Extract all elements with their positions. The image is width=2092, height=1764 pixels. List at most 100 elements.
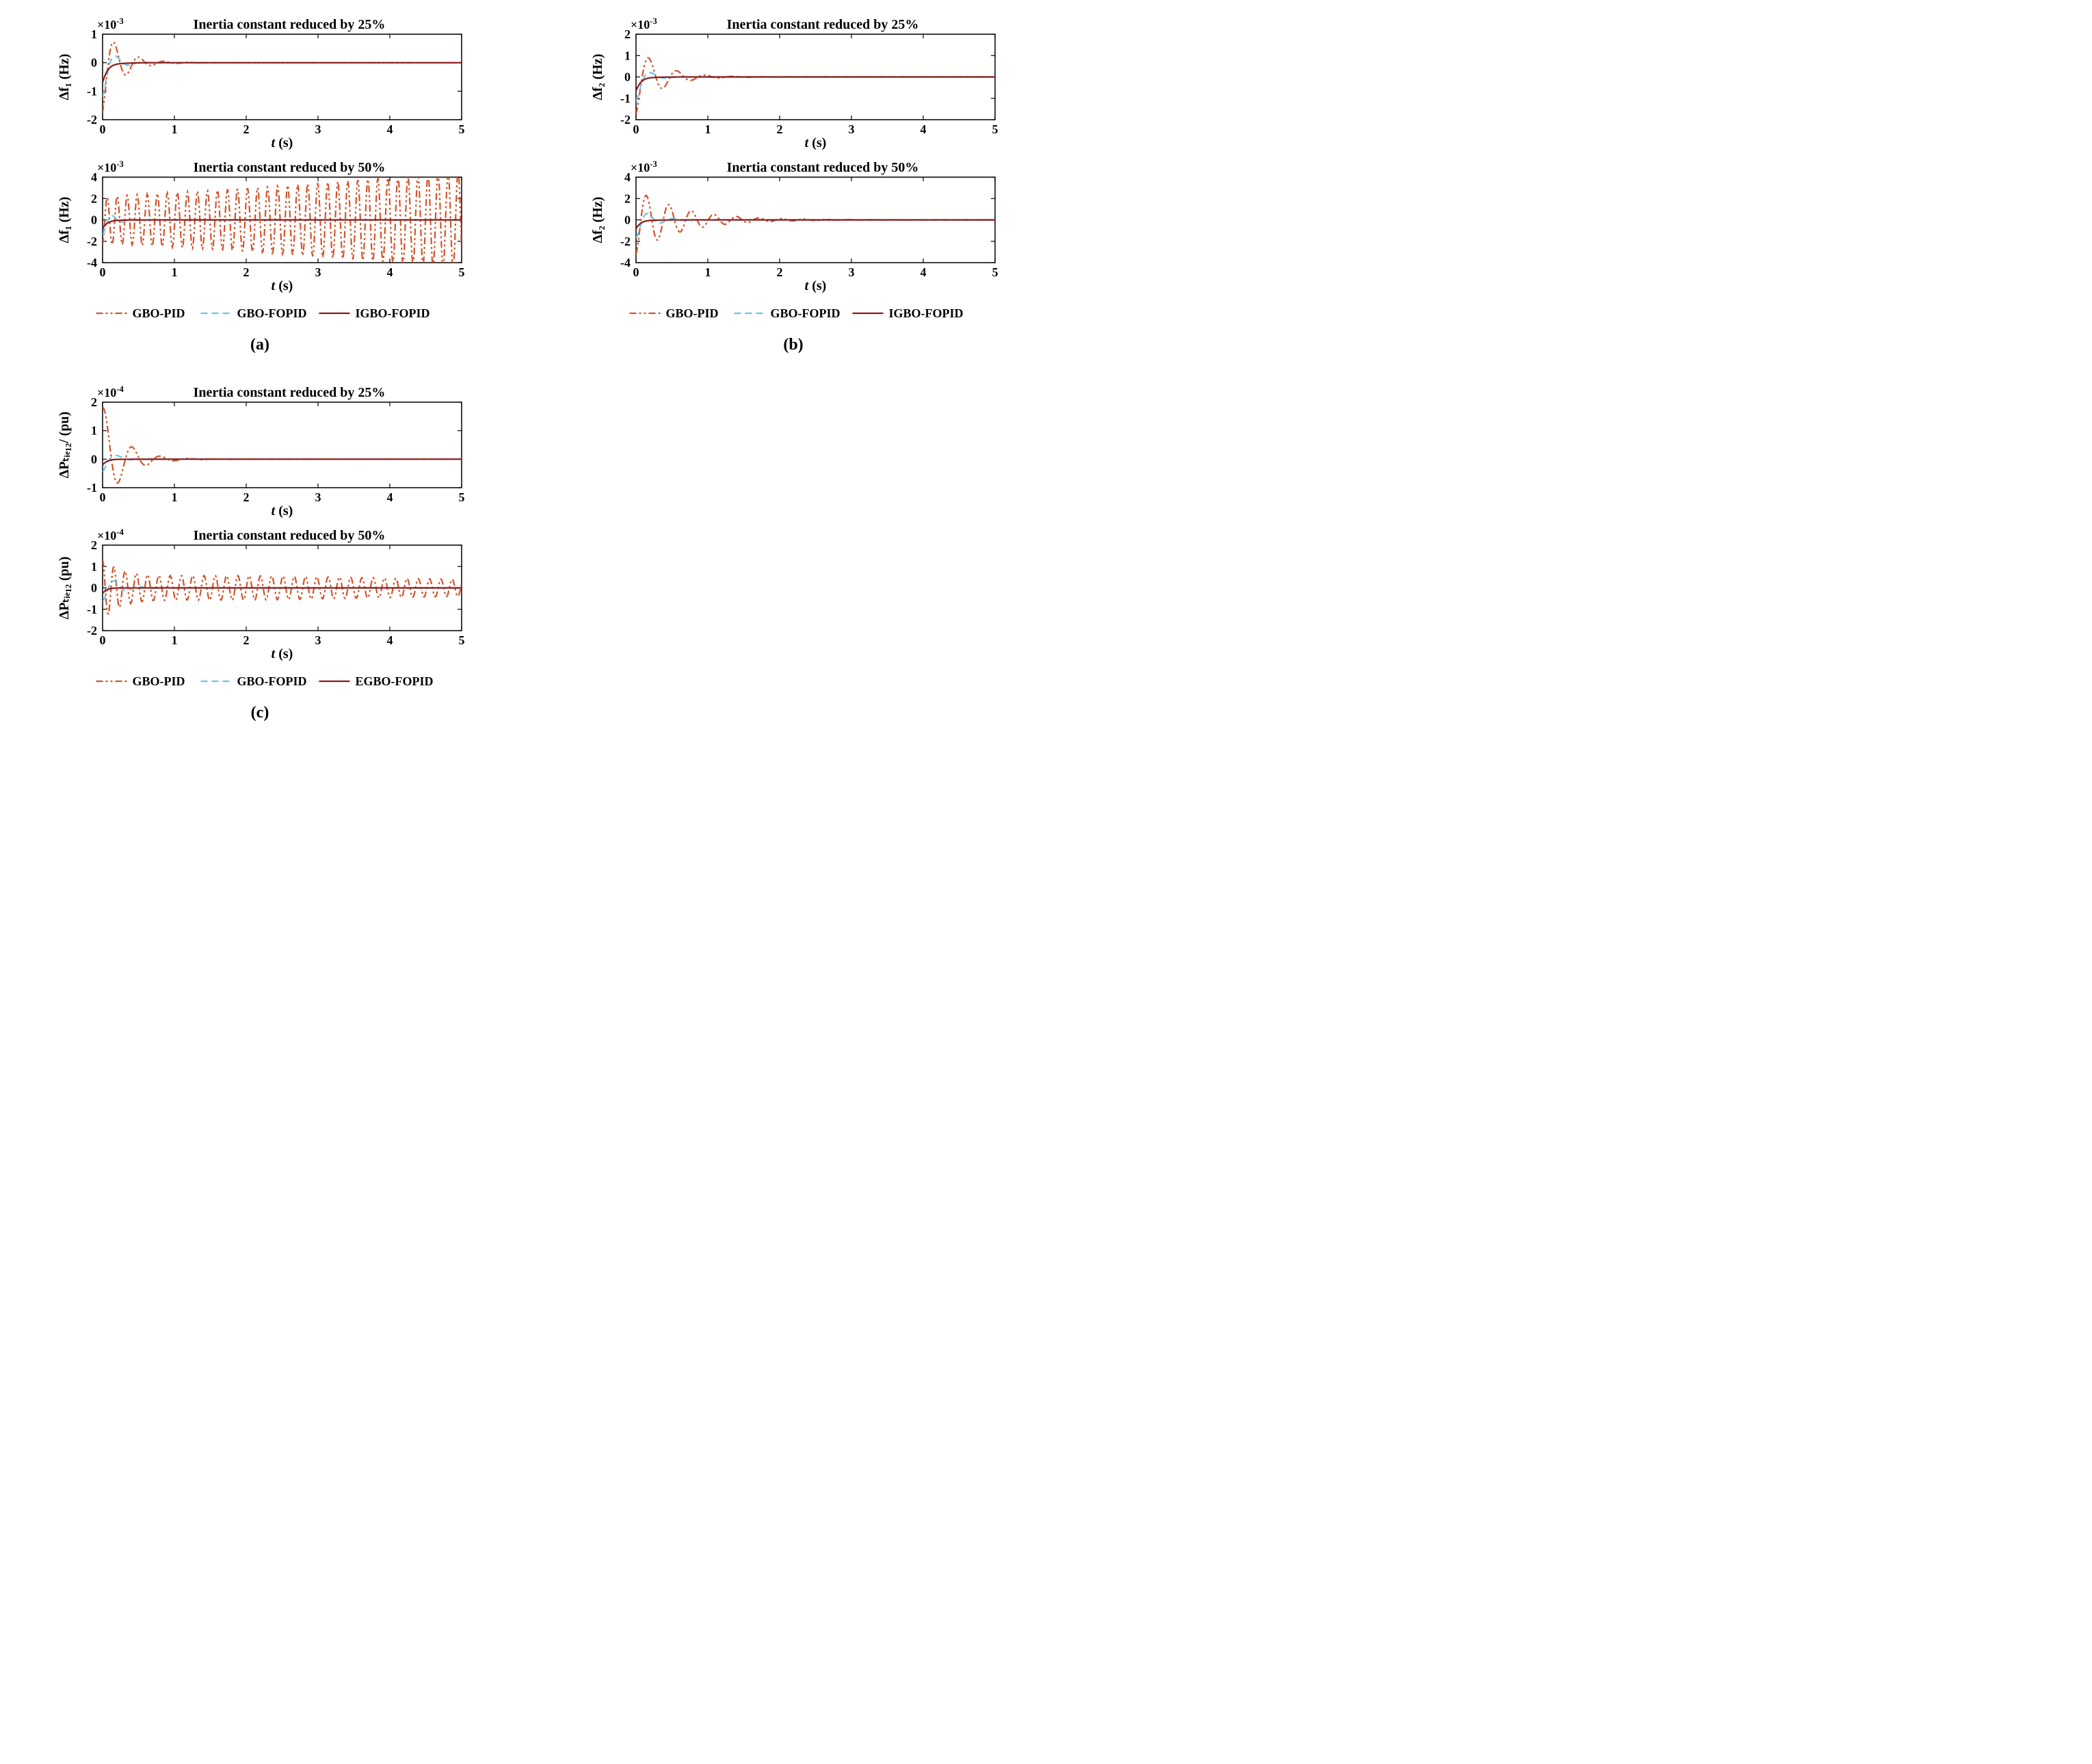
ytick-label: -2 <box>620 235 631 248</box>
xtick-label: 3 <box>849 122 855 136</box>
xlabel: t (s) <box>805 278 827 293</box>
xtick-label: 4 <box>387 122 393 136</box>
subplot-b-0: Inertia constant reduced by 25%×10-3-2-1… <box>581 14 1005 150</box>
legend-a: GBO-PIDGBO-FOPIDIGBO-FOPID <box>48 300 472 327</box>
series-gbo_fopid <box>103 581 462 601</box>
series-gbo_pid <box>103 560 462 614</box>
ytick-label: 2 <box>624 192 631 205</box>
ytick-label: 0 <box>91 213 97 227</box>
y-exponent-label: ×10-3 <box>631 16 657 31</box>
xtick-label: 1 <box>172 122 178 136</box>
xtick-label: 2 <box>243 122 250 136</box>
ytick-label: -2 <box>87 113 97 127</box>
xtick-label: 3 <box>315 490 321 504</box>
ytick-label: -4 <box>87 256 97 269</box>
subplot-a-1: Inertia constant reduced by 50%×10-3-4-2… <box>48 157 472 293</box>
legend-wrap-a: GBO-PIDGBO-FOPIDIGBO-FOPID <box>48 300 472 330</box>
series-igbo_fopid <box>636 77 995 91</box>
caption-b: (b) <box>783 336 803 354</box>
xtick-label: 2 <box>243 265 250 279</box>
ylabel: Δf₂ (Hz) <box>590 54 605 101</box>
series-igbo_fopid <box>103 63 462 83</box>
xtick-label: 1 <box>172 265 178 279</box>
ytick-label: 1 <box>91 27 97 41</box>
xlabel: t (s) <box>272 503 293 518</box>
series-gbo_pid <box>103 42 462 113</box>
ytick-label: -1 <box>87 603 97 616</box>
ylabel: Δf₁ (Hz) <box>57 54 72 101</box>
ytick-label: 4 <box>624 170 631 184</box>
xtick-label: 5 <box>459 122 465 136</box>
xtick-label: 0 <box>100 122 106 136</box>
legend-label-gbo_fopid: GBO-FOPID <box>237 674 307 688</box>
ytick-label: 0 <box>91 581 97 595</box>
ytick-label: -4 <box>620 256 631 269</box>
xtick-label: 4 <box>921 122 927 136</box>
xtick-label: 4 <box>387 490 393 504</box>
xtick-label: 1 <box>172 633 178 647</box>
subplot-title: Inertia constant reduced by 50% <box>727 160 919 175</box>
ytick-label: 2 <box>91 538 97 552</box>
xtick-label: 0 <box>633 122 639 136</box>
plot-box <box>103 34 462 120</box>
legend-b: GBO-PIDGBO-FOPIDIGBO-FOPID <box>581 300 1005 327</box>
y-exponent-label: ×10-4 <box>97 527 124 542</box>
ytick-label: 1 <box>91 560 97 573</box>
ylabel: ΔPₜᵢₑ₁₂ (pu) <box>57 557 72 620</box>
ytick-label: 2 <box>91 395 97 409</box>
panel-b: Inertia constant reduced by 25%×10-3-2-1… <box>547 14 1040 354</box>
ytick-label: 0 <box>91 56 97 70</box>
ytick-label: 0 <box>624 70 631 84</box>
legend-label-igbo_fopid: IGBO-FOPID <box>356 306 430 320</box>
legend-c: GBO-PIDGBO-FOPIDEGBO-FOPID <box>48 668 472 695</box>
series-igbo_fopid <box>103 459 462 464</box>
legend-wrap-c: GBO-PIDGBO-FOPIDEGBO-FOPID <box>48 668 472 698</box>
xtick-label: 2 <box>243 490 250 504</box>
caption-c: (c) <box>251 704 269 722</box>
subplot-wrap-b-0: Inertia constant reduced by 25%×10-3-2-1… <box>581 14 1005 154</box>
xtick-label: 5 <box>459 265 465 279</box>
plot-box <box>103 402 462 488</box>
subplot-a-0: Inertia constant reduced by 25%×10-3-2-1… <box>48 14 472 150</box>
y-exponent-label: ×10-3 <box>631 159 657 174</box>
xtick-label: 3 <box>849 265 855 279</box>
ytick-label: 4 <box>91 170 97 184</box>
ytick-label: -1 <box>87 84 97 98</box>
xtick-label: 1 <box>705 122 711 136</box>
xtick-label: 4 <box>921 265 927 279</box>
xtick-label: 2 <box>777 265 783 279</box>
xlabel: t (s) <box>272 278 293 293</box>
xtick-label: 2 <box>243 633 250 647</box>
ytick-label: -2 <box>87 235 97 248</box>
ylabel: Δf₂ (Hz) <box>590 197 605 243</box>
ytick-label: 2 <box>624 27 631 41</box>
series-gbo_fopid <box>636 213 995 238</box>
subplot-title: Inertia constant reduced by 25% <box>194 385 386 400</box>
xtick-label: 0 <box>633 265 639 279</box>
y-exponent-label: ×10-4 <box>97 384 124 399</box>
xtick-label: 2 <box>777 122 783 136</box>
subplot-b-1: Inertia constant reduced by 50% ×10-3 -4 -2… <box>581 157 1005 293</box>
xlabel: t (s) <box>805 135 827 150</box>
ytick-label: 1 <box>624 49 631 62</box>
xtick-label: 3 <box>315 265 321 279</box>
xtick-label: 3 <box>315 122 321 136</box>
xtick-label: 1 <box>705 265 711 279</box>
subplot-wrap-c-0: Inertia constant reduced by 25%×10-4-101… <box>48 382 472 522</box>
ytick-label: 0 <box>624 213 631 227</box>
legend-label-gbo_pid: GBO-PID <box>666 306 719 320</box>
subplot-c-0: Inertia constant reduced by 25%×10-4-101… <box>48 382 472 518</box>
xtick-label: 4 <box>387 265 393 279</box>
ylabel: ΔPₜᵢₑ₁₂/ (pu) <box>57 412 72 479</box>
subplot-wrap-a-0: Inertia constant reduced by 25%×10-3-2-1… <box>48 14 472 154</box>
xtick-label: 1 <box>172 490 178 504</box>
subplot-wrap-c-1: Inertia constant reduced by 50%×10-4-2-1… <box>48 525 472 665</box>
legend-label-igbo_fopid: IGBO-FOPID <box>889 306 964 320</box>
legend-label-egbo_fopid: EGBO-FOPID <box>356 674 434 688</box>
ytick-label: 1 <box>91 424 97 438</box>
subplot-c-1: Inertia constant reduced by 50%×10-4-2-1… <box>48 525 472 661</box>
ytick-label: 0 <box>91 452 97 466</box>
xtick-label: 5 <box>459 490 465 504</box>
xtick-label: 0 <box>100 265 106 279</box>
series-igbo_fopid <box>636 220 995 228</box>
